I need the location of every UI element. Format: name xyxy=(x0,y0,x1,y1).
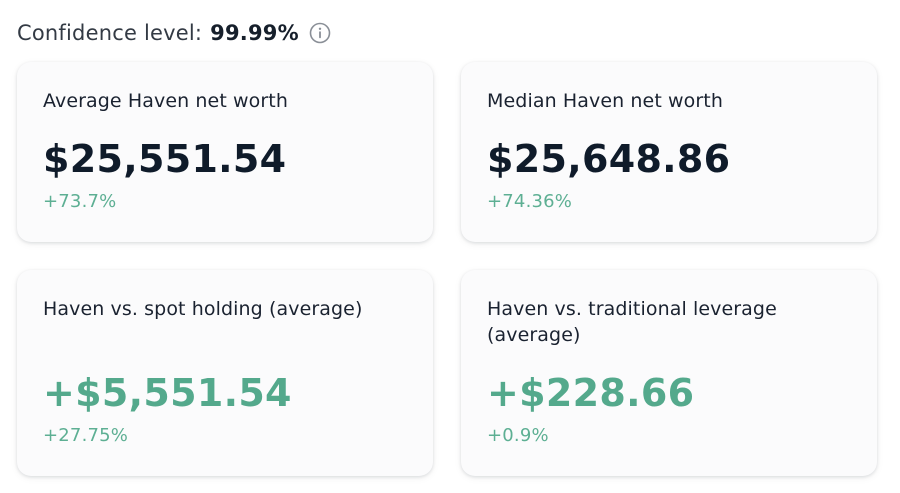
card-value: +$228.66 xyxy=(487,371,695,415)
card-change-percent: +73.7% xyxy=(43,191,117,212)
confidence-level-header: Confidence level: 99.99% xyxy=(17,17,331,49)
median-net-worth-card: Median Haven net worth $25,648.86 +74.36… xyxy=(461,62,877,242)
card-title: Average Haven net worth xyxy=(43,90,288,112)
average-net-worth-card: Average Haven net worth $25,551.54 +73.7… xyxy=(17,62,433,242)
card-change-percent: +27.75% xyxy=(43,425,129,446)
confidence-level-value: 99.99% xyxy=(210,21,299,45)
card-value: $25,551.54 xyxy=(43,137,287,181)
card-title: Haven vs. spot holding (average) xyxy=(43,298,363,320)
card-title: Haven vs. traditional leverage (average) xyxy=(487,298,777,346)
vs-traditional-leverage-card: Haven vs. traditional leverage (average)… xyxy=(461,270,877,476)
card-change-percent: +0.9% xyxy=(487,425,549,446)
card-value: +$5,551.54 xyxy=(43,371,292,415)
card-title: Median Haven net worth xyxy=(487,90,723,112)
card-value: $25,648.86 xyxy=(487,137,731,181)
card-change-percent: +74.36% xyxy=(487,191,573,212)
info-icon[interactable] xyxy=(309,22,331,44)
vs-spot-holding-card: Haven vs. spot holding (average) +$5,551… xyxy=(17,270,433,476)
confidence-level-label: Confidence level: xyxy=(17,21,203,45)
